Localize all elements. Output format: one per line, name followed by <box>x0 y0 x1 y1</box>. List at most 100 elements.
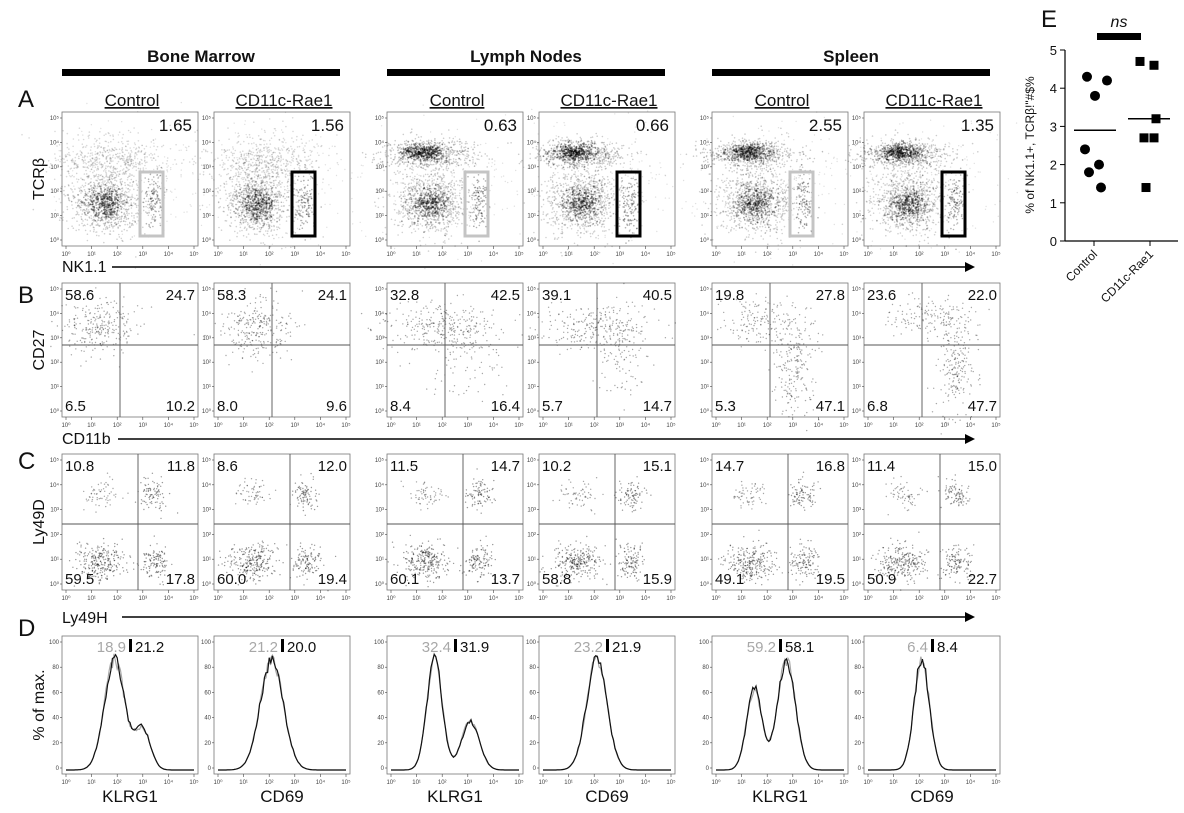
event-dot <box>101 186 103 188</box>
event-dot <box>262 181 264 183</box>
event-dot <box>223 162 225 164</box>
event-dot <box>270 246 272 248</box>
event-dot <box>146 156 148 158</box>
event-dot <box>437 190 439 192</box>
event-dot <box>288 196 290 198</box>
event-dot <box>305 169 307 171</box>
event-dot <box>134 166 136 168</box>
event-dot <box>292 158 294 160</box>
event-dot <box>122 149 124 151</box>
event-dot <box>400 192 402 194</box>
event-dot <box>241 191 243 193</box>
event-dot <box>259 194 261 196</box>
event-dot <box>221 149 223 151</box>
event-dot <box>113 216 115 218</box>
event-dot <box>274 201 276 203</box>
event-dot <box>230 212 232 214</box>
event-dot <box>86 145 88 147</box>
tick-label-x: 10¹ <box>87 252 96 258</box>
event-dot <box>483 210 485 212</box>
event-dot <box>107 198 109 200</box>
event-dot <box>209 173 211 175</box>
tick-label-y: 10¹ <box>202 214 211 220</box>
event-dot <box>99 131 101 133</box>
event-dot <box>435 227 437 229</box>
event-dot <box>298 213 300 215</box>
event-dot <box>157 177 159 179</box>
event-dot <box>93 216 95 218</box>
event-dot <box>211 176 213 178</box>
event-dot <box>129 147 131 149</box>
event-dot <box>279 214 281 216</box>
event-dot <box>252 226 254 228</box>
event-dot <box>244 167 246 169</box>
event-dot <box>270 143 272 145</box>
event-dot <box>133 217 135 219</box>
event-dot <box>77 205 79 207</box>
event-dot <box>103 183 104 184</box>
event-dot <box>452 203 454 205</box>
event-dot <box>297 228 298 229</box>
event-dot <box>152 194 153 195</box>
event-dot <box>280 150 281 151</box>
event-dot <box>85 163 87 165</box>
event-dot <box>85 195 87 197</box>
event-dot <box>403 192 405 194</box>
event-dot <box>85 192 86 193</box>
event-dot <box>306 214 308 216</box>
event-dot <box>124 163 126 165</box>
event-dot <box>235 150 237 152</box>
event-dot <box>281 182 283 184</box>
event-dot <box>90 215 92 217</box>
event-dot <box>115 219 117 221</box>
event-dot <box>230 192 232 194</box>
event-dot <box>261 218 263 220</box>
event-dot <box>149 184 151 186</box>
event-dot <box>83 166 85 168</box>
event-dot <box>117 204 119 206</box>
tick-label-x: 10⁴ <box>316 251 326 258</box>
event-dot <box>248 183 250 185</box>
event-dot <box>74 188 76 190</box>
event-dot <box>267 222 269 224</box>
event-dot <box>309 208 310 209</box>
event-dot <box>314 147 315 148</box>
event-dot <box>271 169 273 171</box>
event-dot <box>126 209 128 211</box>
event-dot <box>287 170 289 172</box>
event-dot <box>151 218 153 220</box>
event-dot <box>309 159 311 161</box>
event-dot <box>266 143 268 145</box>
event-dot <box>413 187 415 189</box>
event-dot <box>150 153 152 155</box>
event-dot <box>68 154 70 156</box>
event-dot <box>457 223 459 225</box>
event-dot <box>257 203 259 205</box>
event-dot <box>277 212 279 214</box>
event-dot <box>404 195 406 197</box>
event-dot <box>247 177 249 179</box>
event-dot <box>247 167 249 169</box>
event-dot <box>254 176 256 178</box>
event-dot <box>265 230 267 232</box>
event-dot <box>439 176 441 178</box>
event-dot <box>152 154 154 156</box>
event-dot <box>118 217 120 219</box>
event-dot <box>83 162 85 164</box>
event-dot <box>240 151 242 153</box>
event-dot <box>96 221 98 223</box>
event-dot <box>414 210 416 212</box>
event-dot <box>253 152 255 154</box>
event-dot <box>260 174 262 176</box>
event-dot <box>324 204 325 205</box>
event-dot <box>256 222 258 224</box>
event-dot <box>232 179 234 181</box>
event-dot <box>256 218 258 220</box>
event-dot <box>310 196 312 198</box>
event-dot <box>374 201 376 203</box>
event-dot <box>257 158 259 160</box>
event-dot <box>242 158 244 160</box>
event-dot <box>109 179 111 181</box>
event-dot <box>285 142 286 143</box>
event-dot <box>75 157 77 159</box>
